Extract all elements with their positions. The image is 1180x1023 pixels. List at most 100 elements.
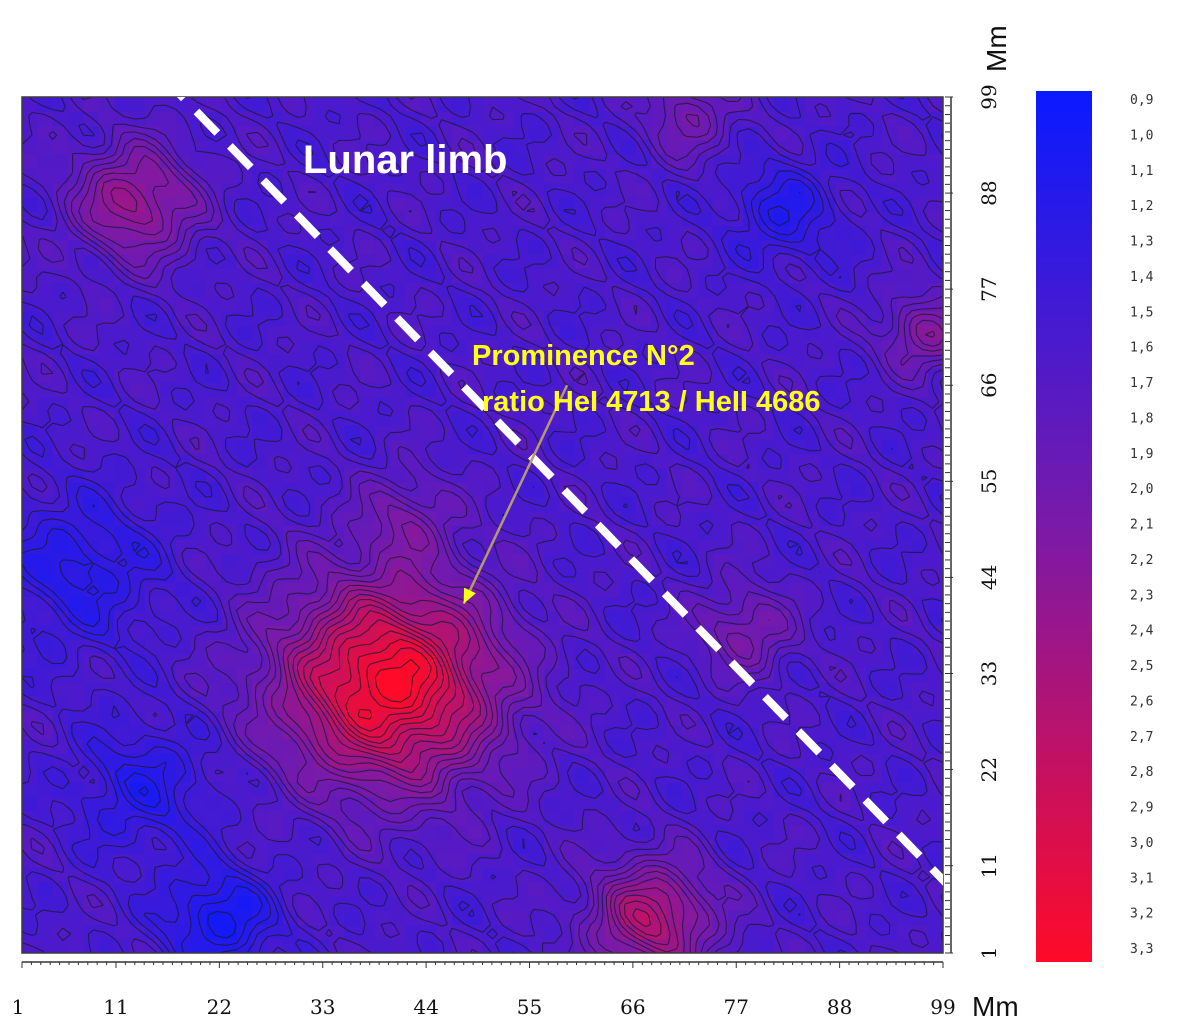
heatmap-cell [774, 425, 791, 440]
heatmap-cell [236, 296, 253, 312]
heatmap-cell [896, 895, 913, 911]
heatmap-cell [252, 810, 269, 826]
heatmap-cell [144, 525, 161, 540]
heatmap-cell [421, 196, 438, 212]
heatmap-cell [221, 667, 238, 683]
heatmap-cell [129, 567, 146, 583]
heatmap-cell [866, 739, 883, 754]
heatmap-cell [221, 910, 238, 926]
heatmap-cell [559, 781, 576, 797]
heatmap-cell [298, 824, 315, 840]
heatmap-cell [98, 268, 115, 284]
heatmap-cell [298, 696, 315, 712]
heatmap-cell [651, 467, 668, 483]
heatmap-cell [467, 510, 484, 526]
heatmap-cell [513, 924, 530, 940]
heatmap-cell [37, 282, 54, 298]
heatmap-cell [68, 239, 84, 255]
heatmap-cell [114, 624, 131, 640]
heatmap-cell [129, 296, 146, 312]
heatmap-cell [436, 824, 453, 840]
heatmap-cell [605, 838, 622, 854]
heatmap-cell [282, 724, 299, 740]
heatmap-cell [114, 182, 131, 198]
heatmap-cell [221, 425, 238, 440]
heatmap-cell [52, 553, 69, 569]
heatmap-cell [175, 139, 192, 155]
heatmap-cell [221, 838, 238, 854]
heatmap-cell [896, 154, 913, 169]
heatmap-cell [589, 739, 606, 754]
heatmap-cell [375, 496, 391, 512]
heatmap-cell [682, 838, 698, 854]
heatmap-cell [774, 724, 791, 740]
heatmap-cell [912, 182, 929, 198]
heatmap-cell [252, 225, 269, 241]
heatmap-cell [83, 724, 100, 740]
heatmap-cell [528, 168, 545, 184]
heatmap-cell [405, 853, 422, 868]
heatmap-cell [344, 482, 361, 498]
heatmap-cell [37, 325, 54, 341]
heatmap-cell [758, 453, 775, 469]
heatmap-cell [52, 881, 69, 897]
heatmap-cell [712, 867, 729, 883]
heatmap-cell [451, 325, 468, 341]
heatmap-cell [252, 196, 269, 212]
heatmap-cell [68, 396, 84, 412]
heatmap-cell [129, 154, 146, 169]
heatmap-cell [712, 853, 729, 868]
heatmap-cell [22, 410, 38, 426]
heatmap-cell [83, 410, 100, 426]
heatmap-cell [98, 639, 115, 654]
heatmap-cell [881, 368, 898, 383]
heatmap-cell [114, 211, 131, 226]
heatmap-cell [160, 567, 177, 583]
heatmap-cell [682, 525, 698, 540]
heatmap-cell [789, 182, 806, 198]
heatmap-cell [114, 325, 131, 341]
heatmap-cell [144, 667, 161, 683]
heatmap-cell [252, 710, 269, 726]
heatmap-cell [375, 382, 391, 398]
heatmap-cell [175, 539, 192, 555]
heatmap-cell [912, 767, 929, 783]
heatmap-cell [589, 824, 606, 840]
heatmap-cell [175, 796, 192, 811]
heatmap-cell [206, 867, 223, 883]
heatmap-cell [451, 239, 468, 255]
heatmap-cell [835, 325, 852, 341]
heatmap-cell [68, 553, 84, 569]
heatmap-cell [682, 111, 698, 127]
heatmap-cell [175, 681, 192, 697]
heatmap-cell [620, 496, 637, 512]
heatmap-cell [850, 838, 867, 854]
heatmap-cell [206, 353, 223, 369]
heatmap-cell [712, 582, 729, 597]
heatmap-cell [98, 681, 115, 697]
heatmap-cell [881, 681, 898, 697]
heatmap-cell [559, 724, 576, 740]
heatmap-cell [743, 610, 760, 626]
heatmap-cell [298, 168, 315, 184]
heatmap-cell [206, 796, 223, 811]
heatmap-cell [820, 838, 837, 854]
heatmap-cell [835, 639, 852, 654]
heatmap-cell [83, 681, 100, 697]
heatmap-cell [451, 810, 468, 826]
heatmap-cell [160, 182, 177, 198]
heatmap-cell [190, 781, 207, 797]
heatmap-cell [129, 838, 146, 854]
heatmap-cell [559, 938, 576, 953]
heatmap-cell [559, 824, 576, 840]
heatmap-cell [175, 824, 192, 840]
heatmap-cell [37, 724, 54, 740]
heatmap-cell [375, 353, 391, 369]
heatmap-cell [282, 111, 299, 127]
heatmap-cell [620, 510, 637, 526]
heatmap-cell [37, 639, 54, 654]
heatmap-cell [375, 696, 391, 712]
heatmap-cell [820, 396, 837, 412]
heatmap-cell [697, 539, 714, 555]
heatmap-cell [728, 282, 745, 298]
